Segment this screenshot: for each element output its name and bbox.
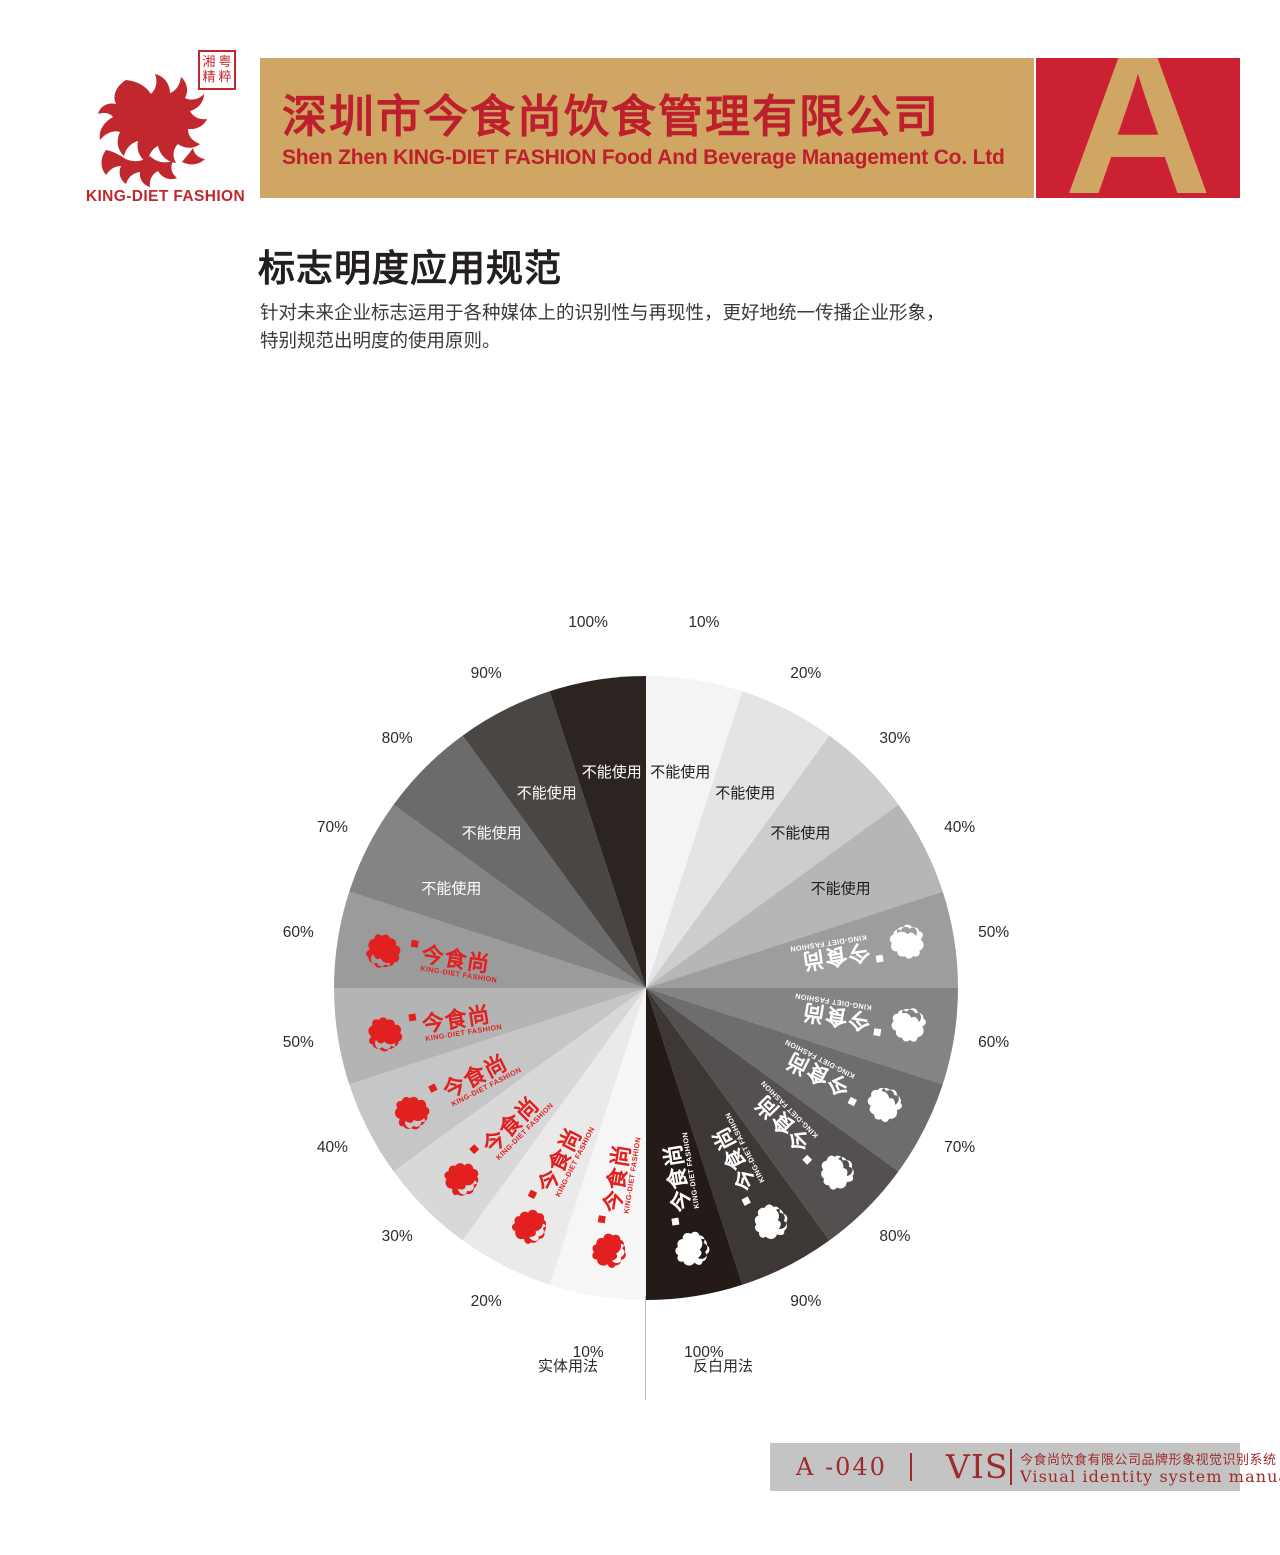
percent-tick: 80% — [879, 1227, 911, 1245]
pie-slice[interactable] — [646, 804, 943, 988]
tone-wheel-chart: 不能使用 不能使用 不能使用 不能使用 今食尚 KING-DIET FASHION 今食尚 K… — [0, 614, 1280, 1410]
percent-tick: 60% — [978, 1034, 1010, 1052]
forbidden-label: 不能使用 — [582, 763, 642, 781]
pie-slice[interactable] — [646, 988, 830, 1285]
percent-tick: 90% — [790, 1292, 822, 1310]
axis-caption-solid: 实体用法 — [537, 1357, 599, 1375]
forbidden-label: 不能使用 — [517, 784, 577, 802]
seal-stamp-icon: 湘 粤 精 粹 — [198, 50, 236, 90]
pie-slice[interactable] — [462, 988, 646, 1285]
page-header: 湘 粤 精 粹 KING-DIET FASHION 深圳市今食尚饮食管理有限公司… — [0, 0, 1280, 250]
percent-tick: 10% — [572, 1344, 604, 1362]
forbidden-label: 不能使用 — [421, 879, 481, 897]
percent-tick: 70% — [944, 1138, 976, 1156]
forbidden-label: 不能使用 — [715, 784, 775, 802]
seal-char: 湘 — [202, 55, 216, 70]
forbidden-label: 不能使用 — [462, 824, 522, 842]
percent-tick: 100% — [684, 1344, 724, 1362]
page-code: A -040 — [796, 1453, 887, 1481]
company-name-banner: 深圳市今食尚饮食管理有限公司 Shen Zhen KING-DIET FASHI… — [260, 58, 1030, 198]
percent-tick: 40% — [316, 1138, 348, 1156]
percent-tick: 30% — [381, 1227, 413, 1245]
pie-slice[interactable] — [334, 891, 646, 988]
page-title: 标志明度应用规范 — [258, 247, 562, 290]
brand-logo: 湘 粤 精 粹 KING-DIET FASHION — [78, 48, 253, 213]
center-divider — [645, 1296, 646, 1400]
forbidden-label: 不能使用 — [770, 824, 830, 842]
company-name-cn: 深圳市今食尚饮食管理有限公司 — [282, 90, 941, 143]
pie-slice[interactable] — [462, 691, 646, 988]
company-name-en: Shen Zhen KING-DIET FASHION Food And Bev… — [282, 146, 1005, 169]
page-description: 针对未来企业标志运用于各种媒体上的识别性与再现性，更好地统一传播企业形象，特别规… — [260, 303, 945, 352]
seal-char: 粹 — [218, 70, 232, 85]
pie-slice[interactable] — [549, 676, 646, 988]
pie-slice[interactable] — [349, 988, 646, 1172]
section-letter-block: A — [1036, 58, 1240, 198]
axis-caption-reversed: 反白用法 — [692, 1357, 754, 1375]
pie-slice[interactable] — [646, 988, 943, 1172]
seal-char: 粤 — [218, 55, 232, 70]
manual-title-en: Visual identity system manual — [1020, 1467, 1280, 1486]
percent-tick: 70% — [316, 819, 348, 837]
banner-divider — [1030, 58, 1034, 198]
pie-slice[interactable] — [646, 988, 743, 1300]
brand-logo-tagline: KING-DIET FASHION — [85, 188, 246, 205]
pie-chart: 不能使用 不能使用 不能使用 不能使用 今食尚 KING-DIET FASHION 今食尚 K… — [334, 676, 958, 1300]
pie-slice[interactable] — [646, 691, 830, 988]
pie-slice[interactable] — [646, 891, 958, 988]
forbidden-label: 不能使用 — [811, 879, 871, 897]
pie-slice[interactable] — [334, 988, 646, 1085]
percent-tick: 20% — [470, 1292, 502, 1310]
seal-char: 精 — [202, 70, 216, 85]
pie-slice[interactable] — [349, 804, 646, 988]
percent-tick: 80% — [381, 730, 413, 748]
manual-title-cn: 今食尚饮食有限公司品牌形象视觉识别系统 — [1020, 1453, 1277, 1468]
percent-tick: 50% — [282, 1034, 314, 1052]
footer-divider-1 — [910, 1453, 912, 1481]
forbidden-label: 不能使用 — [650, 763, 710, 781]
section-letter: A — [1063, 58, 1213, 198]
percent-tick: 40% — [944, 819, 976, 837]
percent-tick: 50% — [978, 923, 1010, 941]
percent-tick: 10% — [688, 613, 720, 631]
page-footer: A -040 VIS 今食尚饮食有限公司品牌形象视觉识别系统 Visual id… — [770, 1443, 1280, 1491]
percent-tick: 30% — [879, 730, 911, 748]
dragon-logo-icon — [98, 74, 207, 187]
footer-divider-2 — [1010, 1449, 1012, 1485]
percent-tick: 100% — [568, 613, 608, 631]
percent-tick: 20% — [790, 665, 822, 683]
pie-slice[interactable] — [393, 735, 646, 988]
percent-tick: 60% — [282, 923, 314, 941]
pie-slice[interactable] — [646, 735, 899, 988]
vis-label: VIS — [946, 1447, 1009, 1486]
pie-slice[interactable] — [646, 676, 743, 988]
percent-tick: 90% — [470, 665, 502, 683]
pie-slice[interactable] — [646, 988, 958, 1085]
pie-slice[interactable] — [549, 988, 646, 1300]
